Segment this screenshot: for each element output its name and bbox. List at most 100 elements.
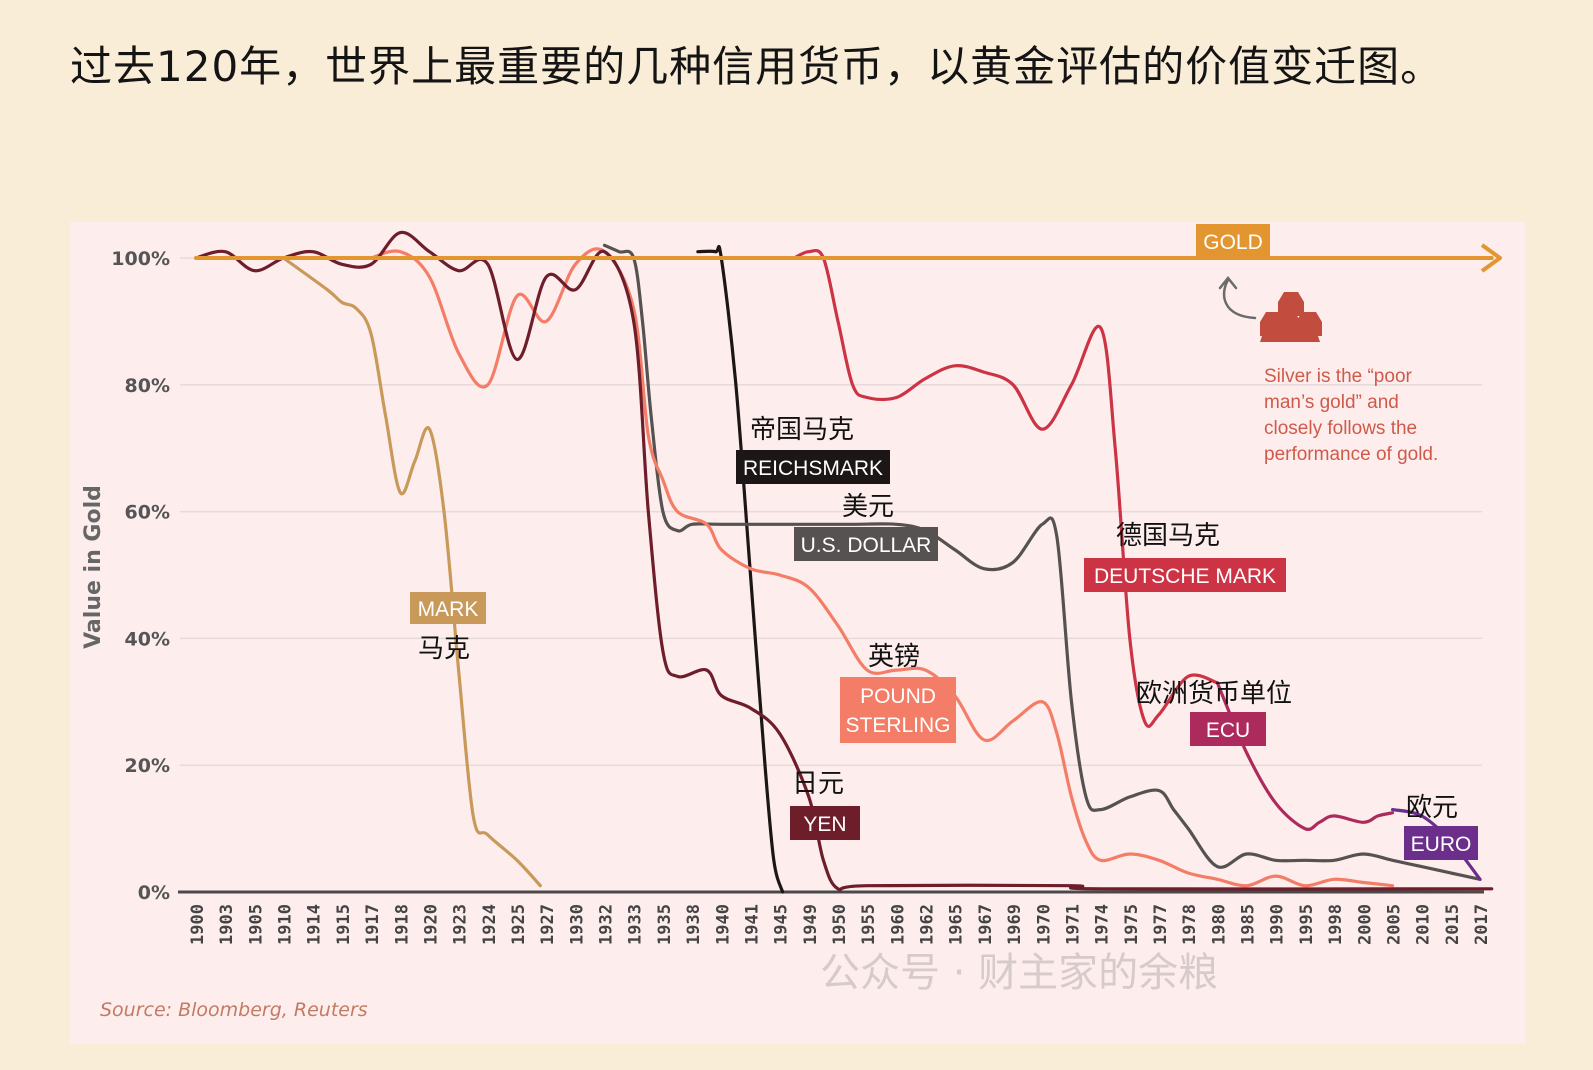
x-tick-label: 1923 — [451, 904, 471, 945]
x-tick-label: 1977 — [1151, 904, 1171, 945]
line-chart: Value in Gold Source: Bloomberg, Reuters… — [81, 224, 1502, 1021]
series-label-cn-reichsmark: 帝国马克 — [750, 415, 854, 445]
x-tick-label: 1900 — [188, 904, 208, 945]
series-label-box-deutsche-mark — [1084, 558, 1286, 592]
x-tick-label: 2015 — [1443, 904, 1463, 945]
series-label-cn-pound-sterling: 英镑 — [868, 642, 920, 672]
series-label-box-u-s-dollar — [794, 527, 938, 561]
x-tick-label: 1974 — [1093, 904, 1113, 945]
x-tick-label: 1914 — [305, 904, 325, 945]
x-tick-label: 1917 — [363, 904, 383, 945]
y-tick-label: 20% — [125, 755, 170, 777]
x-tick-label: 1955 — [859, 904, 879, 945]
series-label-cn-u-s-dollar: 美元 — [842, 492, 894, 522]
x-tick-label: 1975 — [1122, 904, 1142, 945]
x-tick-label: 1927 — [538, 904, 558, 945]
chart-panel: Value in Gold Source: Bloomberg, Reuters… — [70, 222, 1525, 1044]
annotation-text-line: closely follows the — [1264, 418, 1417, 439]
annotation-text-line: man’s gold” and — [1264, 392, 1399, 413]
x-tick-label: 1960 — [888, 904, 908, 945]
annotation-text-line: Silver is the “poor — [1264, 366, 1413, 387]
x-tick-label: 1990 — [1268, 904, 1288, 945]
x-tick-label: 1950 — [830, 904, 850, 945]
x-tick-label: 1920 — [421, 904, 441, 945]
series-label-box-reichsmark — [736, 450, 890, 484]
series-line-mark — [281, 256, 542, 888]
y-tick-label: 60% — [125, 502, 170, 524]
series-label-pound-sterling: STERLING — [845, 714, 950, 737]
series-label-pound-sterling: POUND — [860, 685, 936, 708]
y-tick-label: 80% — [125, 375, 170, 397]
x-tick-label: 1925 — [509, 904, 529, 945]
x-tick-label: 1930 — [567, 904, 587, 945]
watermark: 公众号 · 财主家的余粮 — [820, 950, 1219, 996]
x-tick-label: 1932 — [597, 904, 617, 945]
x-tick-label: 2010 — [1414, 904, 1434, 945]
series-label-box-ecu — [1190, 712, 1266, 746]
series-label-u-s-dollar: U.S. DOLLAR — [801, 534, 932, 557]
series-label-yen: YEN — [803, 813, 846, 836]
x-tick-label: 1969 — [1005, 904, 1025, 945]
y-tick-label: 100% — [111, 248, 170, 270]
x-tick-label: 2000 — [1355, 904, 1375, 945]
y-tick-label: 0% — [138, 882, 170, 904]
series-label-ecu: ECU — [1206, 719, 1250, 742]
x-tick-label: 1962 — [918, 904, 938, 945]
x-tick-label: 1903 — [217, 904, 237, 945]
series-label-box-pound-sterling — [840, 677, 956, 743]
x-tick-label: 1985 — [1239, 904, 1259, 945]
page-heading: 过去120年，世界上最重要的几种信用货币，以黄金评估的价值变迁图。 — [70, 42, 1444, 91]
series-label-box-gold — [1196, 224, 1270, 258]
series-line-ecu — [1215, 681, 1395, 831]
x-tick-label: 1910 — [276, 904, 296, 945]
x-tick-label: 2017 — [1472, 904, 1492, 945]
series-line-reichsmark — [696, 244, 785, 894]
x-tick-label: 1941 — [742, 904, 762, 945]
x-tick-label: 1980 — [1209, 904, 1229, 945]
series-line-u-s-dollar — [602, 243, 1482, 881]
series-line-deutsche-mark — [792, 248, 1219, 728]
x-tick-label: 1965 — [947, 904, 967, 945]
x-tick-label: 1945 — [772, 904, 792, 945]
x-tick-label: 1949 — [801, 904, 821, 945]
series-label-reichsmark: REICHSMARK — [743, 457, 883, 480]
x-tick-label: 1918 — [392, 904, 412, 945]
y-tick-label: 40% — [125, 628, 170, 650]
x-tick-label: 2005 — [1384, 904, 1404, 945]
annotation-arrow-icon — [1218, 275, 1257, 320]
series-label-mark: MARK — [418, 598, 479, 621]
series-label-cn-deutsche-mark: 德国马克 — [1116, 521, 1220, 551]
series-label-box-yen — [790, 806, 860, 840]
gold-arrowhead — [1480, 243, 1502, 273]
series-label-deutsche-mark: DEUTSCHE MARK — [1094, 565, 1276, 588]
x-tick-label: 1933 — [626, 904, 646, 945]
x-tick-label: 1905 — [246, 904, 266, 945]
series-label-gold: GOLD — [1203, 231, 1263, 254]
x-tick-label: 1915 — [334, 904, 354, 945]
series-label-box-mark — [410, 592, 486, 624]
y-axis-label: Value in Gold — [81, 485, 106, 649]
series-line-yen — [194, 230, 1494, 892]
series-label-euro: EURO — [1411, 833, 1472, 856]
ingot-bar-icon — [1278, 292, 1304, 316]
source-note: Source: Bloomberg, Reuters — [100, 999, 368, 1021]
series-label-box-euro — [1404, 826, 1478, 860]
x-tick-label: 1940 — [713, 904, 733, 945]
ingot-base-icon — [1260, 330, 1320, 342]
series-label-cn-mark: 马克 — [418, 634, 470, 664]
series-label-cn-ecu: 欧洲货币单位 — [1136, 679, 1292, 709]
series-line-pound-sterling — [369, 247, 1395, 888]
x-tick-label: 1970 — [1034, 904, 1054, 945]
x-tick-label: 1967 — [976, 904, 996, 945]
x-tick-label: 1978 — [1180, 904, 1200, 945]
x-tick-label: 1995 — [1297, 904, 1317, 945]
x-tick-label: 1971 — [1063, 904, 1083, 945]
series-label-cn-yen: 日元 — [792, 769, 844, 799]
annotation-text-line: performance of gold. — [1264, 444, 1438, 465]
silver-ingot-icon — [1260, 292, 1322, 342]
x-tick-label: 1938 — [684, 904, 704, 945]
x-tick-label: 1924 — [480, 904, 500, 945]
x-tick-label: 1998 — [1326, 904, 1346, 945]
x-tick-label: 1935 — [655, 904, 675, 945]
series-label-cn-euro: 欧元 — [1406, 793, 1458, 823]
